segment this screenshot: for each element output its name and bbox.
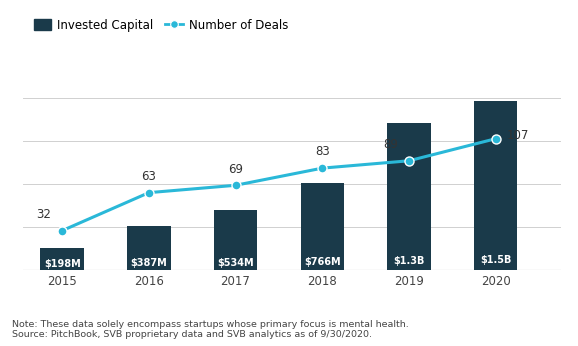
Text: $198M: $198M — [44, 259, 80, 269]
Text: $1.3B: $1.3B — [393, 256, 425, 266]
Legend: Invested Capital, Number of Deals: Invested Capital, Number of Deals — [29, 14, 293, 37]
Text: 32: 32 — [36, 208, 51, 221]
Bar — [301, 183, 344, 270]
Text: $387M: $387M — [131, 258, 167, 268]
Text: 83: 83 — [315, 145, 329, 158]
Text: 69: 69 — [228, 163, 243, 175]
Text: $1.5B: $1.5B — [480, 255, 512, 265]
Text: 107: 107 — [507, 129, 529, 143]
Text: 89: 89 — [383, 138, 398, 151]
Text: 63: 63 — [142, 170, 156, 183]
Bar — [40, 247, 84, 270]
Text: Note: These data solely encompass startups whose primary focus is mental health.: Note: These data solely encompass startu… — [12, 320, 408, 339]
Bar — [127, 226, 171, 270]
Bar — [387, 123, 431, 270]
Text: $766M: $766M — [304, 257, 340, 267]
Text: $534M: $534M — [217, 258, 254, 268]
Bar — [214, 210, 257, 270]
Bar — [474, 101, 517, 270]
